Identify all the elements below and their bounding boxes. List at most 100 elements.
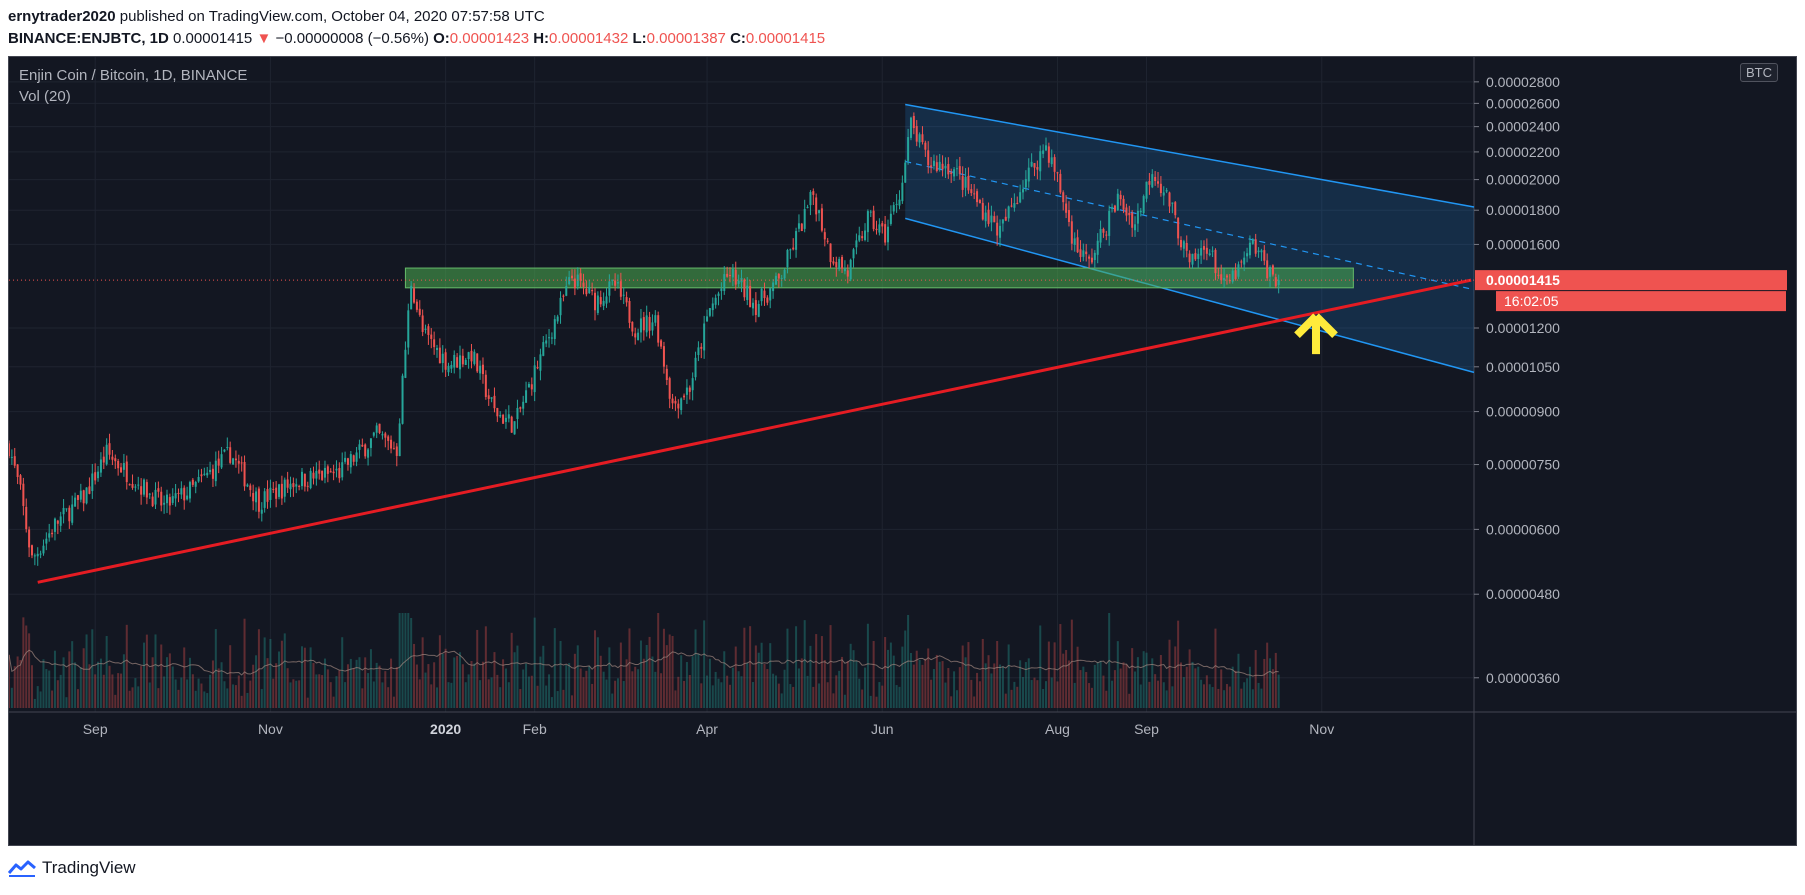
- candle-body: [556, 316, 559, 322]
- volume-bar: [76, 689, 79, 708]
- volume-bar: [71, 641, 74, 708]
- volume-bar: [1033, 677, 1036, 708]
- candle-body: [1231, 270, 1234, 282]
- candle-body: [39, 553, 42, 555]
- volume-bar: [473, 663, 476, 708]
- candle-body: [160, 491, 163, 506]
- volume-bar: [74, 662, 77, 708]
- candle-body: [125, 461, 128, 483]
- volume-legend: Vol (20): [19, 88, 71, 105]
- volume-bar: [82, 648, 85, 708]
- candle-body: [36, 553, 39, 557]
- chart-pane[interactable]: 0.00002800 0.00002600 0.00002400 0.00002200…: [8, 56, 1797, 846]
- volume-bar: [1177, 620, 1180, 708]
- candle-body: [326, 466, 329, 474]
- candle-body: [269, 487, 272, 501]
- candle-body: [13, 456, 16, 466]
- volume-bar: [140, 666, 143, 708]
- volume-bar: [1208, 684, 1211, 708]
- x-tick-label: Nov: [1309, 721, 1334, 737]
- volume-bar: [1200, 679, 1203, 708]
- volume-bar: [318, 674, 321, 708]
- candle-body: [252, 493, 255, 502]
- candle-body: [628, 301, 631, 323]
- volume-bar: [163, 676, 166, 708]
- candle-body: [1108, 210, 1111, 236]
- volume-bar: [539, 656, 542, 708]
- volume-bar: [619, 642, 622, 708]
- candle-body: [605, 296, 608, 304]
- candle-body: [1128, 212, 1131, 216]
- candle-body: [884, 224, 887, 243]
- candle-body: [866, 211, 869, 233]
- volume-bar: [1122, 662, 1125, 708]
- candle-body: [961, 176, 964, 190]
- candle-body: [1148, 181, 1151, 185]
- volume-bar: [1042, 689, 1045, 708]
- candle-body: [1039, 151, 1042, 172]
- candle-body: [349, 454, 352, 468]
- candle-body: [1240, 261, 1243, 263]
- candle-body: [384, 433, 387, 438]
- currency-badge[interactable]: BTC: [1740, 63, 1778, 82]
- volume-bar: [614, 680, 617, 708]
- brand-name[interactable]: TradingView: [42, 858, 136, 877]
- volume-bar: [568, 663, 571, 708]
- candle-body: [662, 346, 665, 367]
- candle-body: [519, 407, 522, 409]
- candle-body: [88, 486, 91, 494]
- volume-bar: [1096, 662, 1099, 708]
- volume-bar: [378, 665, 381, 708]
- candle-body: [935, 162, 938, 172]
- volume-bar: [243, 618, 246, 708]
- volume-bar: [947, 668, 950, 708]
- candle-body: [757, 303, 760, 317]
- volume-bar: [108, 665, 111, 708]
- volume-bar: [1090, 687, 1093, 708]
- volume-bar: [582, 677, 585, 708]
- candle-body: [375, 425, 378, 433]
- volume-bar: [861, 689, 864, 708]
- volume-bar: [1113, 670, 1116, 708]
- candle-body: [415, 301, 418, 310]
- candle-body: [502, 414, 505, 424]
- volume-bar: [967, 642, 970, 708]
- countdown-label-bg: [1496, 291, 1786, 312]
- candle-body: [510, 416, 513, 433]
- candle-body: [165, 494, 168, 504]
- volume-bar: [585, 670, 588, 708]
- candle-body: [1194, 253, 1197, 260]
- candle-body: [496, 408, 499, 417]
- volume-bar: [548, 674, 551, 708]
- candle-body: [1157, 181, 1160, 184]
- volume-bar: [395, 667, 398, 708]
- candle-body: [631, 321, 634, 332]
- volume-bar: [849, 643, 852, 708]
- candle-body: [734, 269, 737, 285]
- candle-body: [209, 469, 212, 473]
- volume-bar: [1211, 687, 1214, 708]
- candle-body: [194, 481, 197, 487]
- candle-body: [688, 387, 691, 392]
- volume-bar: [1044, 681, 1047, 708]
- volume-bar: [1125, 664, 1128, 708]
- candle-body: [1056, 172, 1059, 174]
- candle-body: [1134, 224, 1137, 231]
- volume-bar: [19, 660, 22, 708]
- candle-body: [918, 134, 921, 143]
- candle-body: [1220, 274, 1223, 281]
- volume-bar: [924, 658, 927, 708]
- volume-bar: [1271, 669, 1274, 708]
- candle-body: [1010, 205, 1013, 207]
- volume-bar: [1225, 684, 1228, 708]
- volume-bar: [56, 680, 59, 708]
- candle-body: [361, 444, 364, 447]
- volume-bar: [309, 647, 312, 708]
- candle-body: [777, 273, 780, 279]
- candle-body: [953, 169, 956, 177]
- price-chart[interactable]: 0.00002800 0.00002600 0.00002400 0.00002200…: [9, 57, 1797, 846]
- author-name[interactable]: ernytrader2020: [8, 8, 116, 25]
- volume-bar: [708, 658, 711, 708]
- candle-body: [364, 444, 367, 457]
- candle-body: [1257, 250, 1260, 253]
